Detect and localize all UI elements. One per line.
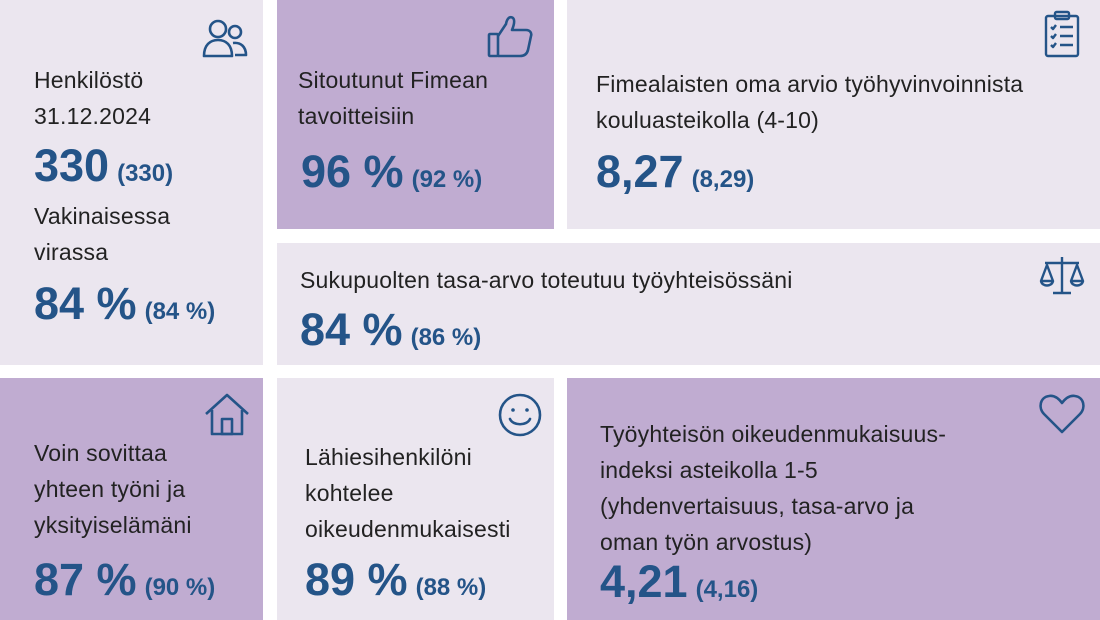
staff-previous: (330) — [117, 160, 174, 187]
worklife-percent: 87 % — [34, 554, 137, 605]
wellbeing-tile: Fimealaisten oma arvio työhyvinvoinnista… — [567, 0, 1100, 229]
equality-previous: (86 %) — [410, 324, 482, 351]
staff-value: 330 (330) — [34, 140, 173, 192]
commitment-value: 96 % (92 %) — [301, 146, 482, 198]
permanent-percent: 84 % — [34, 278, 137, 329]
permanent-value: 84 % (84 %) — [34, 278, 215, 330]
commitment-label: Sitoutunut Fimean tavoitteisiin — [298, 67, 489, 129]
wellbeing-label: Fimealaisten oma arvio työhyvinvoinnista… — [596, 71, 1024, 133]
justice-previous: (4,16) — [695, 576, 759, 603]
wellbeing-value: 8,27 (8,29) — [596, 146, 754, 198]
permanent-previous: (84 %) — [144, 298, 216, 325]
wellbeing-score: 8,27 — [596, 146, 684, 197]
equality-label: Sukupuolten tasa-arvo toteutuu työyhteis… — [300, 267, 793, 293]
people-icon — [200, 14, 250, 64]
supervisor-percent: 89 % — [305, 554, 408, 605]
commitment-percent: 96 % — [301, 146, 404, 197]
scales-icon — [1037, 251, 1087, 301]
supervisor-value: 89 % (88 %) — [305, 554, 486, 606]
house-icon — [202, 390, 252, 440]
staff-label: Henkilöstö 31.12.2024 — [34, 67, 152, 129]
equality-percent: 84 % — [300, 304, 403, 355]
equality-tile: Sukupuolten tasa-arvo toteutuu työyhteis… — [277, 243, 1100, 365]
permanent-label: Vakinaisessa virassa — [34, 203, 171, 265]
staff-tile: Henkilöstö 31.12.2024 330 (330) Vakinaise… — [0, 0, 263, 365]
justice-label: Työyhteisön oikeudenmukaisuus- indeksi a… — [600, 421, 947, 555]
supervisor-previous: (88 %) — [415, 574, 487, 601]
justice-tile: Työyhteisön oikeudenmukaisuus- indeksi a… — [567, 378, 1100, 620]
justice-value: 4,21 (4,16) — [600, 556, 758, 608]
supervisor-tile: Lähiesihenkilöni kohtelee oikeudenmukais… — [277, 378, 554, 620]
smiley-icon — [495, 390, 545, 440]
commitment-previous: (92 %) — [411, 166, 483, 193]
equality-value: 84 % (86 %) — [300, 304, 481, 356]
commitment-tile: Sitoutunut Fimean tavoitteisiin 96 % (92 … — [277, 0, 554, 229]
heart-icon — [1037, 388, 1087, 438]
wellbeing-previous: (8,29) — [691, 166, 755, 193]
supervisor-label: Lähiesihenkilöni kohtelee oikeudenmukais… — [305, 444, 511, 542]
worklife-previous: (90 %) — [144, 574, 216, 601]
clipboard-checklist-icon — [1037, 10, 1087, 60]
worklife-tile: Voin sovittaa yhteen työni ja yksityisel… — [0, 378, 263, 620]
justice-score: 4,21 — [600, 556, 688, 607]
staff-count: 330 — [34, 140, 110, 191]
worklife-label: Voin sovittaa yhteen työni ja yksityisel… — [34, 440, 192, 538]
thumbs-up-icon — [485, 12, 535, 62]
worklife-value: 87 % (90 %) — [34, 554, 215, 606]
